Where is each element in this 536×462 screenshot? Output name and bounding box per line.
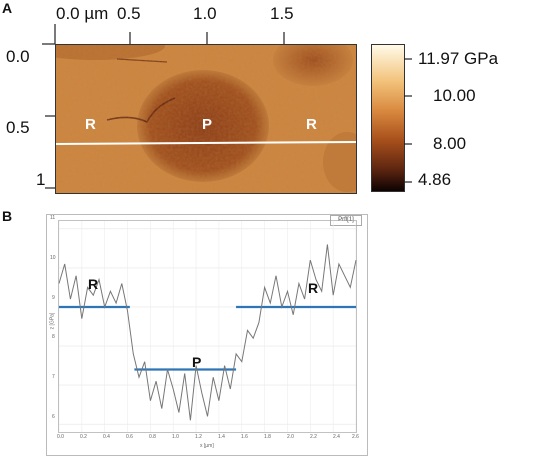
b-x-tick-6: 1.2 [195,434,202,440]
colorbar [371,44,405,192]
colorbar-tick-8: 8.00 [433,134,467,153]
a-y-tick-0: 0.0 [6,47,30,66]
colorbar-tick-10: 10.00 [433,86,476,105]
level-lines [59,305,356,371]
b-x-tick-10: 2.0 [287,434,294,440]
b-x-axis-label: x [µm] [200,443,214,449]
b-x-tick-13: 2.6 [352,434,359,440]
a-label-r-left: R [85,116,96,133]
a-x-tick-3: 1.5 [270,4,294,23]
colorbar-ticks [404,58,412,183]
b-x-tick-2: 0.4 [103,434,110,440]
b-x-tick-7: 1.4 [218,434,225,440]
a-x-tick-1: 0.5 [117,4,141,23]
a-x-tick-0: 0.0 µm [56,4,109,23]
b-y-tick-2: 9 [52,295,55,301]
afm-modulus-map [55,44,357,194]
b-x-tick-5: 1.0 [172,434,179,440]
panel-a-label: A [2,0,13,16]
b-label-r-right: R [308,280,319,296]
b-label-r-left: R [88,276,99,292]
a-axis-ticks [42,24,285,189]
b-x-tick-9: 1.8 [264,434,271,440]
b-x-tick-11: 2.2 [310,434,317,440]
a-x-tick-2: 1.0 [193,4,217,23]
panel-b-label: B [2,208,13,224]
b-x-tick-12: 2.4 [333,434,340,440]
b-x-tick-1: 0.2 [80,434,87,440]
b-x-tick-3: 0.6 [126,434,133,440]
b-y-tick-3: 8 [52,334,55,340]
b-x-tick-0: 0.0 [57,434,64,440]
a-y-tick-2: 1 [36,170,46,189]
colorbar-tick-min: 4.86 [418,170,452,189]
b-x-tick-4: 0.8 [149,434,156,440]
a-label-p: P [202,116,213,133]
b-y-tick-5: 6 [52,414,55,420]
profile-line [55,141,357,145]
b-label-p: P [192,354,202,370]
b-y-tick-4: 7 [52,374,55,380]
a-y-tick-1: 0.5 [6,118,30,137]
profile-plot [58,220,357,433]
b-y-tick-1: 10 [50,255,56,261]
plot-grid [58,221,357,432]
colorbar-tick-max: 11.97 GPa [418,49,499,68]
b-y-tick-0: 11 [50,215,56,221]
b-x-tick-8: 1.6 [241,434,248,440]
a-label-r-right: R [306,116,317,133]
b-y-axis-label: z [GPa] [49,312,56,330]
profile-series [58,244,357,421]
